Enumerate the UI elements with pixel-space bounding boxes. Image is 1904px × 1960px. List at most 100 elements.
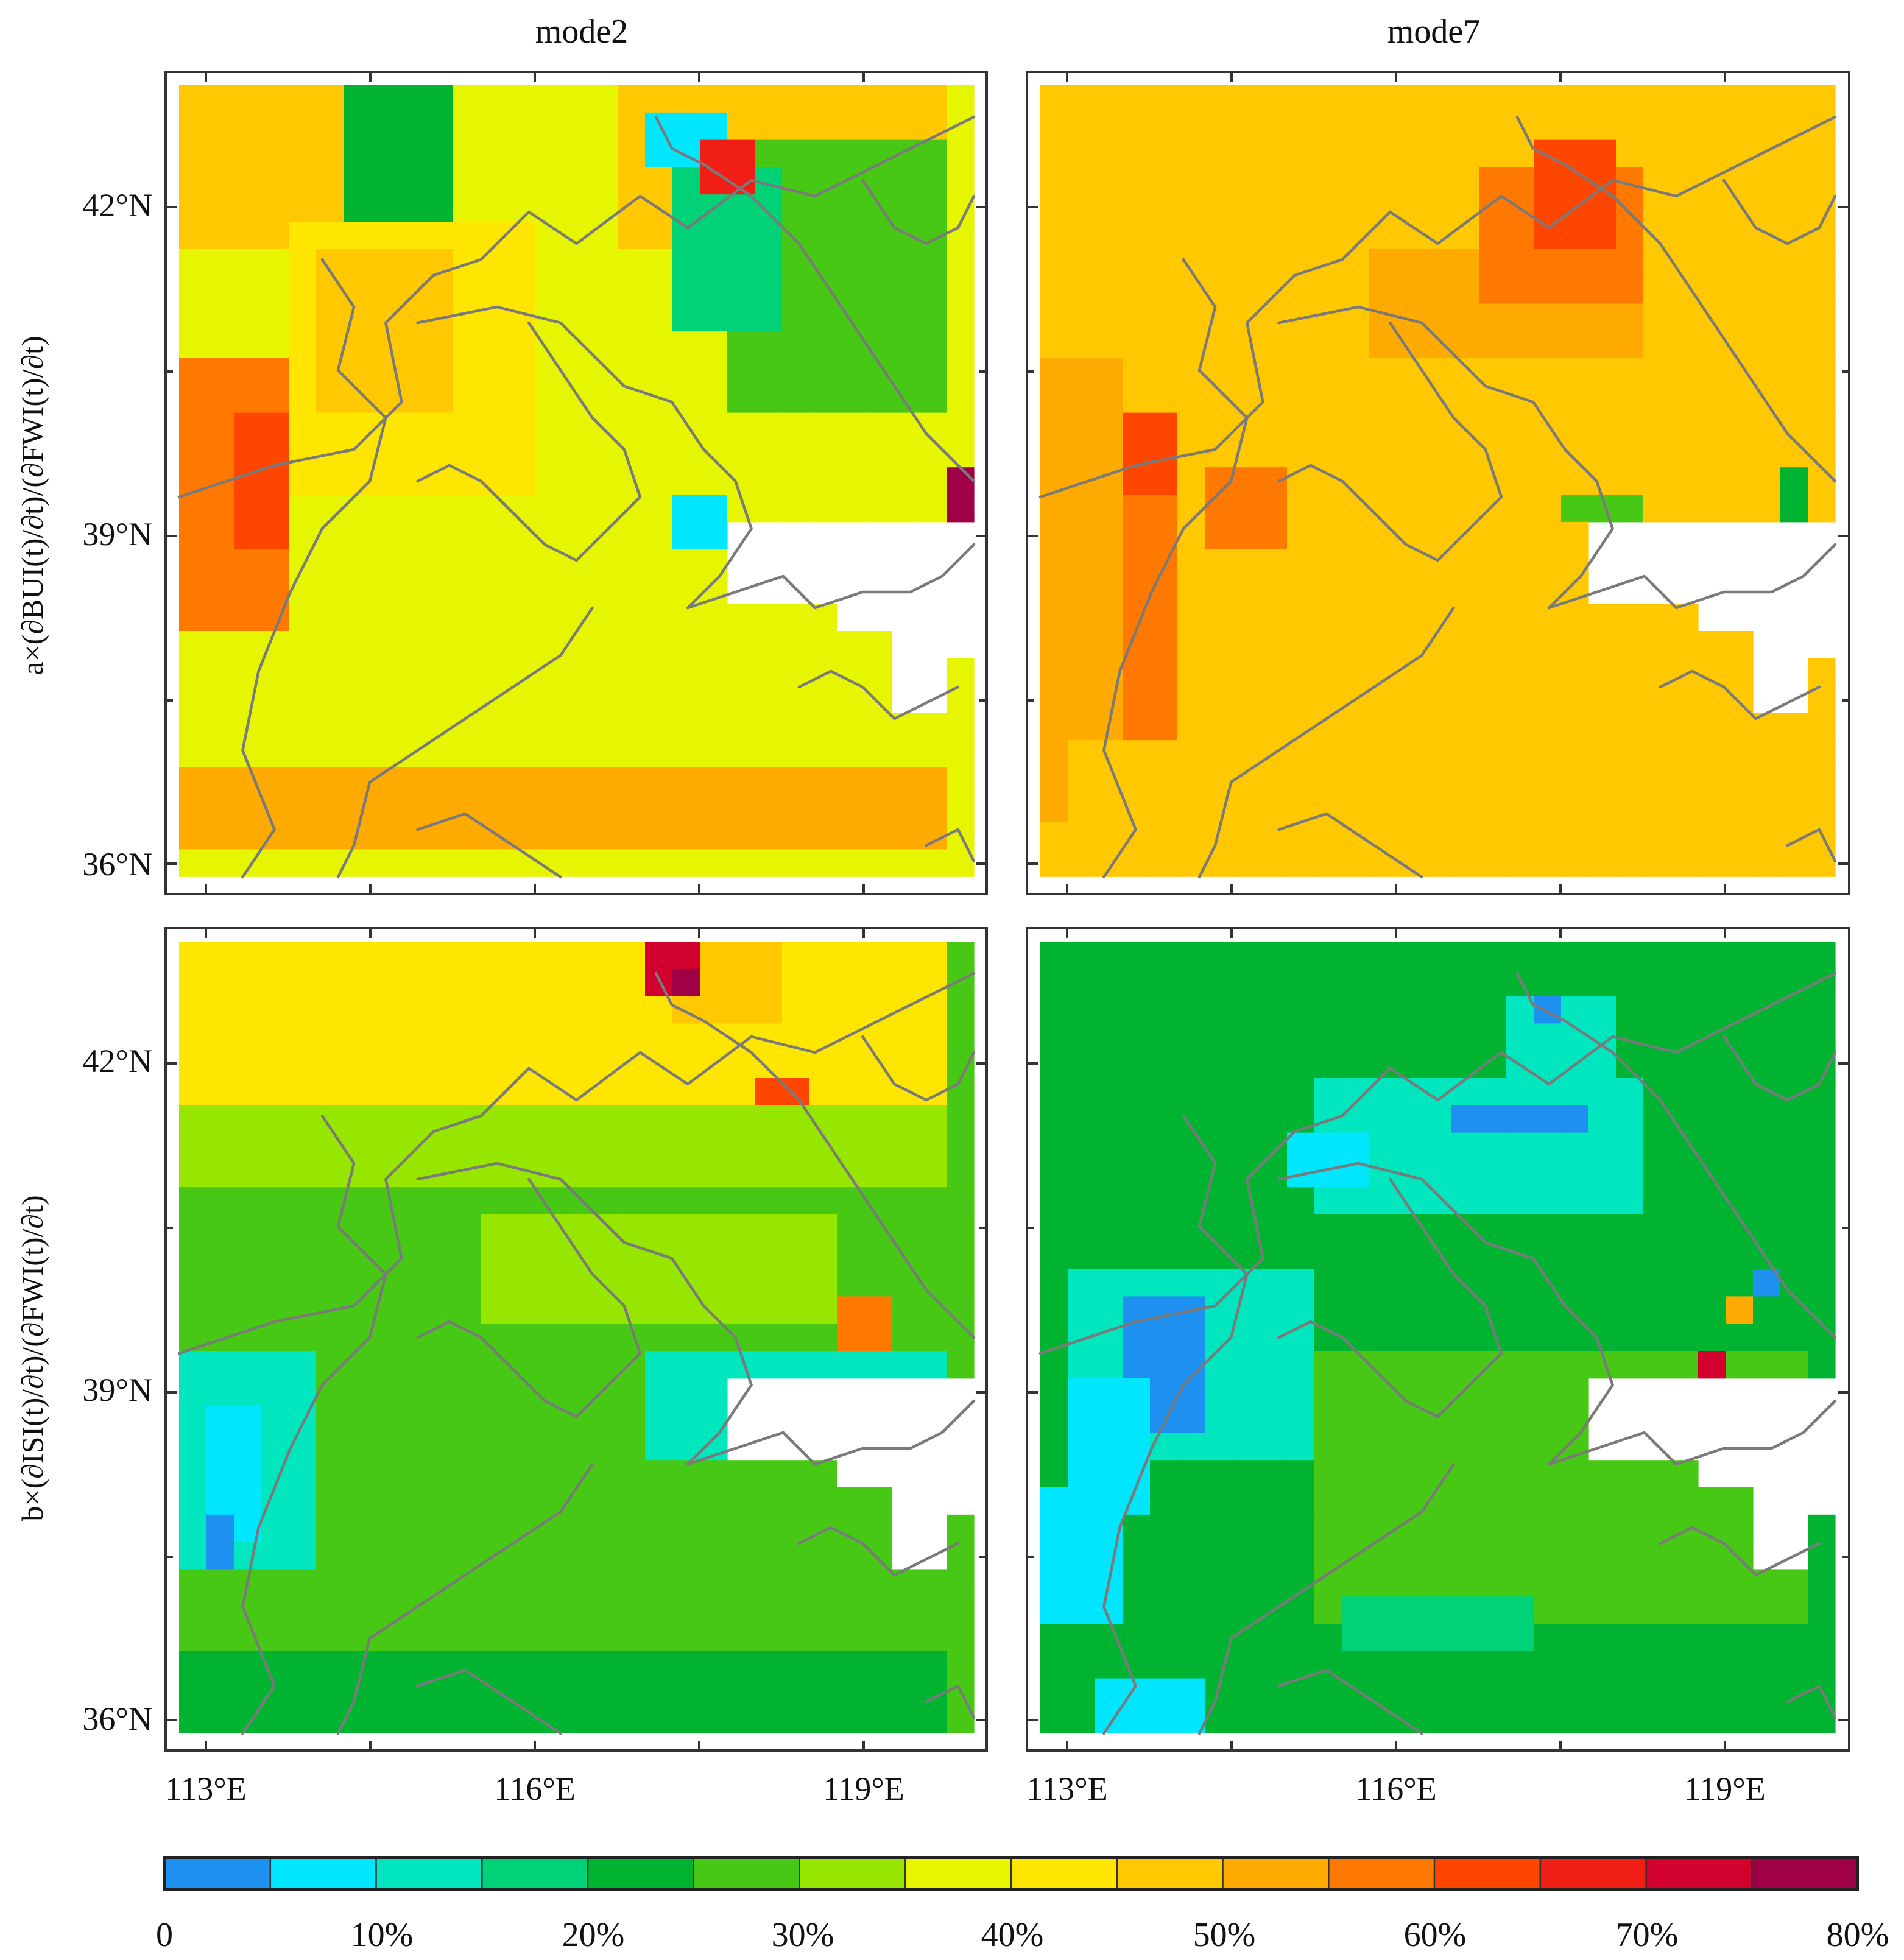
grid-cell	[892, 1351, 920, 1379]
grid-cell	[782, 1078, 810, 1106]
grid-cell	[755, 1569, 783, 1597]
grid-cell	[1506, 767, 1534, 795]
grid-cell	[755, 1160, 783, 1188]
grid-cell	[1534, 968, 1562, 997]
grid-cell	[261, 1378, 289, 1406]
grid-cell	[892, 467, 920, 495]
grid-cell	[344, 631, 372, 659]
grid-cell	[316, 85, 344, 113]
grid-cell	[809, 1324, 837, 1352]
grid-cell	[508, 942, 536, 970]
grid-cell	[947, 1569, 975, 1597]
grid-cell	[1068, 112, 1096, 141]
grid-cell	[1232, 112, 1260, 141]
grid-cell	[1150, 822, 1178, 850]
grid-cell	[1643, 1187, 1671, 1215]
grid-cell	[618, 1378, 646, 1406]
map-panel-mode7-b	[1026, 927, 1850, 1752]
grid-cell	[234, 194, 262, 222]
grid-cell	[508, 358, 536, 386]
grid-cell	[919, 276, 947, 304]
grid-cell	[1424, 1705, 1452, 1733]
grid-cell	[864, 1078, 892, 1106]
grid-cell	[1506, 139, 1534, 167]
grid-cell	[1314, 996, 1342, 1024]
grid-cell	[1698, 849, 1726, 877]
grid-cell	[1150, 849, 1178, 877]
grid-cell	[398, 521, 426, 550]
grid-cell	[563, 331, 591, 359]
grid-cell	[1424, 968, 1452, 997]
grid-cell	[864, 794, 892, 823]
grid-cell	[782, 1241, 810, 1270]
grid-cell	[1314, 521, 1342, 550]
grid-cell	[1068, 139, 1096, 167]
grid-cell	[1506, 1460, 1534, 1488]
grid-cell	[179, 713, 207, 741]
colorbar-swatch	[1222, 1858, 1329, 1889]
grid-cell	[1177, 1351, 1205, 1379]
grid-cell	[1451, 1542, 1479, 1570]
grid-cell	[1095, 521, 1123, 550]
grid-cell	[864, 1678, 892, 1706]
grid-cell	[1397, 767, 1425, 795]
grid-cell	[1150, 740, 1178, 768]
grid-cell	[919, 412, 947, 440]
grid-cell	[1260, 303, 1288, 331]
grid-cell	[755, 740, 783, 768]
grid-cell	[1205, 1324, 1233, 1352]
grid-cell	[508, 385, 536, 414]
grid-cell	[535, 495, 563, 523]
grid-cell	[727, 1460, 755, 1488]
grid-cell	[645, 968, 673, 997]
grid-cell	[1068, 1132, 1096, 1160]
grid-cell	[864, 1569, 892, 1597]
grid-cell	[645, 1078, 673, 1106]
grid-cell	[563, 112, 591, 141]
grid-cell	[618, 276, 646, 304]
grid-cell	[316, 167, 344, 195]
grid-cell	[1753, 1296, 1781, 1324]
grid-cell	[453, 1051, 481, 1079]
grid-cell	[809, 1160, 837, 1188]
grid-cell	[1095, 604, 1123, 632]
grid-cell	[892, 276, 920, 304]
grid-cell	[1424, 822, 1452, 850]
grid-cell	[1287, 1624, 1315, 1652]
grid-cell	[1342, 1214, 1370, 1243]
grid-cell	[892, 794, 920, 823]
grid-cell	[1040, 604, 1068, 632]
grid-cell	[1314, 767, 1342, 795]
column-title-mode7: mode7	[1387, 13, 1480, 51]
grid-cell	[1205, 1487, 1233, 1515]
grid-cell	[1808, 276, 1836, 304]
grid-cell	[289, 631, 317, 659]
grid-cell	[700, 849, 728, 877]
grid-cell	[1588, 1051, 1617, 1079]
grid-cell	[289, 249, 317, 277]
grid-cell	[1534, 467, 1562, 495]
grid-cell	[645, 685, 673, 713]
grid-cell	[1616, 85, 1644, 113]
grid-cell	[1177, 167, 1205, 195]
grid-cell	[1671, 1542, 1699, 1570]
grid-cell	[672, 1678, 700, 1706]
grid-cell	[1753, 440, 1781, 468]
grid-cell	[755, 412, 783, 440]
grid-cell	[672, 521, 700, 550]
grid-cell	[1808, 1296, 1836, 1324]
grid-cell	[618, 1078, 646, 1106]
grid-cell	[672, 1324, 700, 1352]
grid-cell	[672, 1514, 700, 1543]
grid-cell	[289, 1405, 317, 1433]
grid-cell	[1369, 1705, 1397, 1733]
grid-cell	[947, 412, 975, 440]
axis-ticks	[166, 72, 987, 894]
grid-cell	[782, 968, 810, 997]
grid-cell	[1205, 495, 1233, 523]
grid-cell	[1123, 1542, 1151, 1570]
grid-cell	[1040, 1296, 1068, 1324]
grid-cell	[1534, 521, 1562, 550]
grid-cell	[1424, 167, 1452, 195]
grid-cell	[453, 112, 481, 141]
